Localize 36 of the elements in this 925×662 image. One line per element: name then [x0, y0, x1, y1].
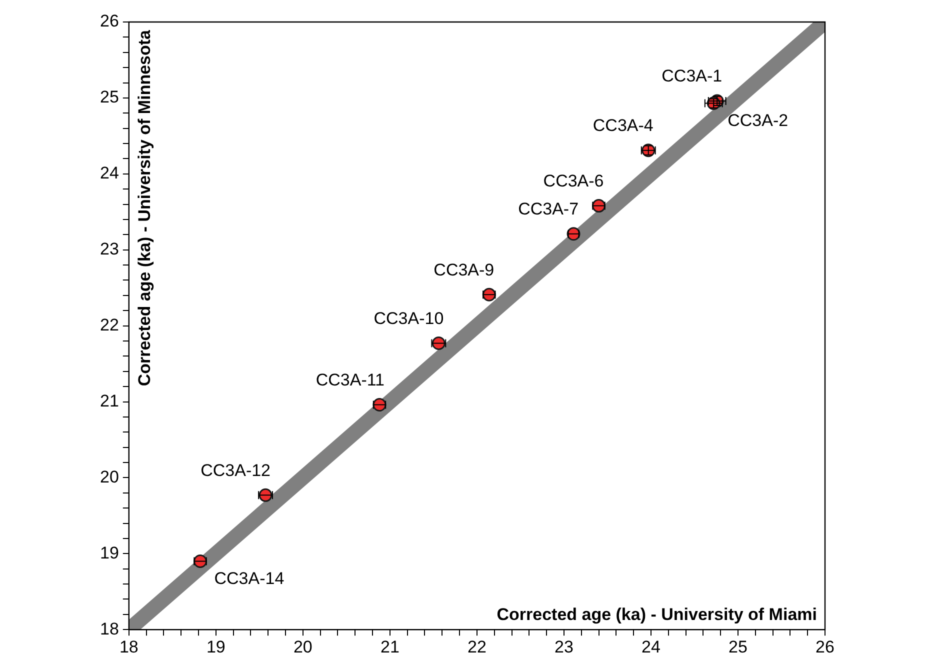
- x-tick-label: 25: [728, 637, 748, 656]
- point: [566, 227, 580, 241]
- y-tick-label: 21: [100, 391, 119, 410]
- x-tick-label: 18: [119, 637, 138, 656]
- x-tick-label: 23: [554, 637, 574, 656]
- point: [482, 288, 496, 302]
- y-tick-label: 19: [100, 543, 119, 562]
- y-tick-label: 26: [100, 12, 119, 31]
- annotation: CC3A-7: [518, 200, 579, 219]
- annotation: CC3A-9: [434, 260, 494, 280]
- point: [642, 144, 656, 158]
- annotation: CC3A-6: [543, 171, 604, 190]
- x-tick-label: 20: [293, 637, 312, 656]
- y-tick-label: 22: [100, 315, 119, 334]
- annotation: CC3A-10: [374, 308, 444, 328]
- y-tick-label: 24: [100, 164, 119, 183]
- x-tick-label: 21: [380, 637, 400, 656]
- annotation: CC3A-2: [728, 110, 788, 130]
- annotation: CC3A-14: [214, 568, 284, 588]
- y-tick-label: 18: [100, 619, 119, 638]
- x-tick-label: 26: [816, 637, 834, 656]
- x-tick-label: 22: [467, 637, 486, 656]
- annotation: CC3A-12: [200, 460, 271, 480]
- point: [194, 554, 208, 568]
- x-axis-title: Corrected age (ka) - University of Miami: [496, 604, 817, 624]
- point: [592, 199, 606, 213]
- y-tick-label: 25: [100, 88, 119, 107]
- x-tick-label: 19: [206, 637, 226, 656]
- point: [372, 398, 386, 412]
- y-axis-title: Corrected age (ka) - University of Minnesota: [135, 29, 154, 386]
- annotation: CC3A-4: [592, 116, 654, 136]
- y-tick-label: 20: [100, 467, 119, 486]
- annotation: CC3A-1: [662, 66, 722, 86]
- annotation: CC3A-11: [316, 370, 384, 390]
- y-tick-label: 23: [100, 240, 119, 259]
- x-tick-label: 24: [642, 637, 660, 656]
